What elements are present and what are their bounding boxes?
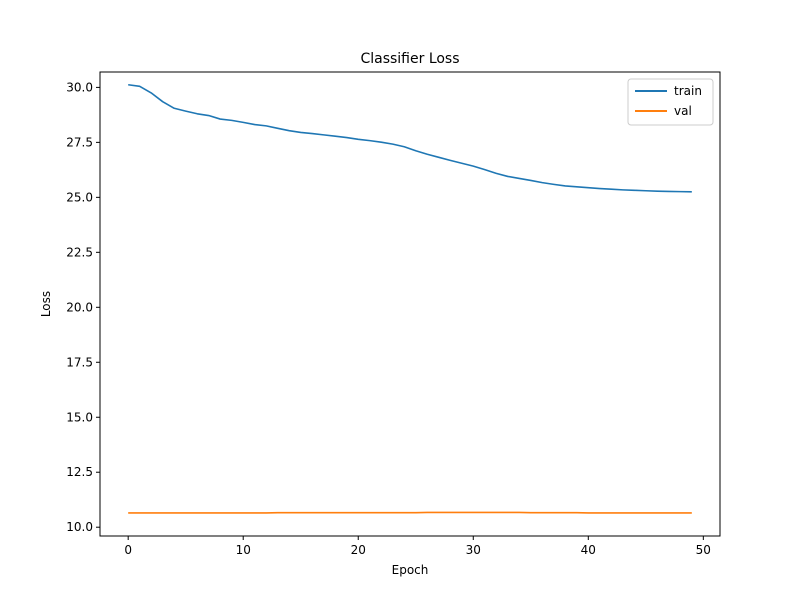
series-line-train <box>128 83 692 193</box>
plot-frame <box>99 71 721 537</box>
y-tick-label: 20.0 <box>66 300 93 314</box>
y-tick-label: 17.5 <box>66 355 93 369</box>
y-tick-label: 25.0 <box>66 190 93 204</box>
y-tick-label: 22.5 <box>66 245 93 259</box>
x-tick-label: 40 <box>581 543 596 557</box>
plot-area <box>99 71 721 537</box>
series-lines <box>128 83 692 514</box>
x-axis-label: Epoch <box>392 563 429 577</box>
legend-label-val: val <box>674 104 692 118</box>
chart-title: Classifier Loss <box>360 51 459 67</box>
y-axis: 10.0 12.5 15.0 17.5 20.0 22.5 25.0 27.5 30.0 <box>66 80 100 534</box>
y-tick-label: 27.5 <box>66 135 93 149</box>
legend-label-train: train <box>674 84 702 98</box>
x-axis: 0 10 20 30 40 50 <box>124 536 711 557</box>
legend: train val <box>627 78 714 126</box>
y-axis-label: Loss <box>39 291 53 317</box>
x-tick-label: 0 <box>124 543 132 557</box>
x-tick-label: 50 <box>696 543 711 557</box>
x-tick-label: 10 <box>236 543 251 557</box>
x-tick-label: 30 <box>466 543 481 557</box>
y-tick-label: 30.0 <box>66 80 93 94</box>
y-tick-label: 12.5 <box>66 465 93 479</box>
x-tick-label: 20 <box>351 543 366 557</box>
y-tick-label: 10.0 <box>66 520 93 534</box>
y-tick-label: 15.0 <box>66 410 93 424</box>
